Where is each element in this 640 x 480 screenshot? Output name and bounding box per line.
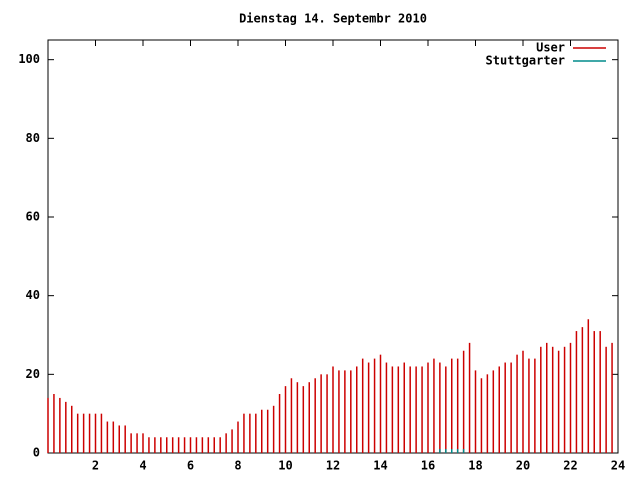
y-tick-label: 60 xyxy=(26,210,40,224)
legend-label: User xyxy=(536,41,565,55)
x-tick-label: 2 xyxy=(92,459,99,473)
x-tick-label: 6 xyxy=(187,459,194,473)
y-tick-label: 100 xyxy=(18,52,40,66)
legend-label: Stuttgarter xyxy=(486,54,565,68)
x-tick-label: 14 xyxy=(373,459,387,473)
x-tick-label: 10 xyxy=(278,459,292,473)
x-tick-label: 20 xyxy=(516,459,530,473)
chart-title: Dienstag 14. Septembr 2010 xyxy=(239,12,427,26)
x-tick-label: 16 xyxy=(421,459,435,473)
x-tick-label: 18 xyxy=(468,459,482,473)
x-tick-label: 24 xyxy=(611,459,625,473)
y-tick-label: 20 xyxy=(26,367,40,381)
y-tick-label: 40 xyxy=(26,288,40,302)
x-tick-label: 12 xyxy=(326,459,340,473)
x-tick-label: 22 xyxy=(563,459,577,473)
x-tick-label: 4 xyxy=(139,459,146,473)
y-tick-label: 0 xyxy=(33,446,40,460)
y-tick-label: 80 xyxy=(26,131,40,145)
x-tick-label: 8 xyxy=(234,459,241,473)
